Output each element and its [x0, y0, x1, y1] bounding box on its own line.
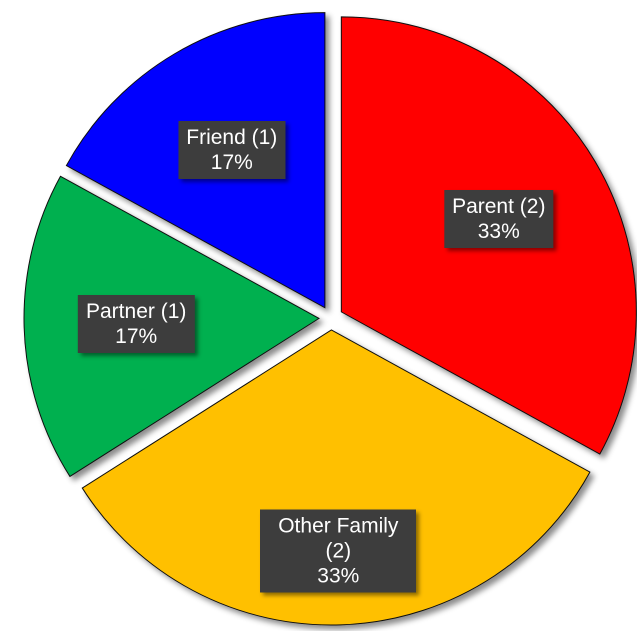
category-label: Other Family (2) [278, 514, 399, 563]
percent-label: 17% [210, 151, 253, 175]
percent-label: 33% [477, 219, 520, 243]
data-label: Friend (1) 17% [178, 121, 286, 180]
data-label: Parent (2) 33% [444, 189, 554, 248]
category-label: Partner (1) [86, 300, 187, 324]
category-label: Parent (2) [452, 194, 546, 218]
category-label: Friend (1) [186, 126, 278, 150]
data-label: Partner (1) 17% [78, 295, 195, 354]
pie-slice [81, 329, 591, 626]
data-label: Other Family (2) 33% [260, 509, 417, 593]
percent-label: 17% [115, 325, 158, 349]
percent-label: 33% [317, 564, 360, 588]
